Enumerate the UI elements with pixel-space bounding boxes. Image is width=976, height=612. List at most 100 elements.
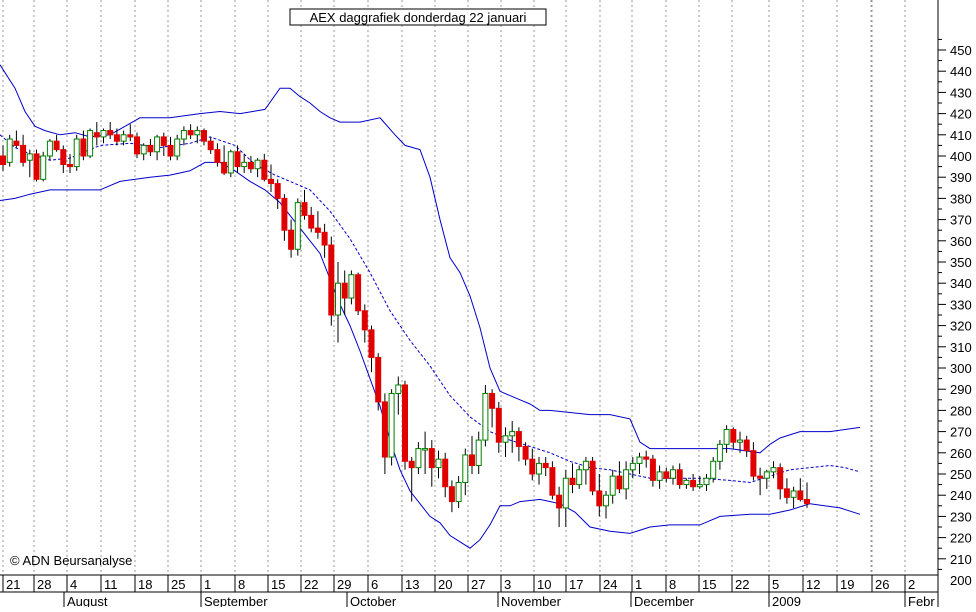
candle-body-down [643, 456, 650, 460]
candle [576, 465, 583, 489]
candle [348, 270, 355, 305]
candle-body-down [690, 479, 697, 488]
candle [556, 486, 563, 527]
y-tick-label: 300 [950, 361, 972, 376]
x-tick-label: 8 [669, 577, 676, 592]
candle [448, 480, 455, 513]
candle-body-down [529, 458, 536, 475]
candle-body-up [227, 151, 234, 174]
candle-body-down [167, 144, 174, 157]
candle-body-down [33, 153, 40, 180]
candle [804, 482, 810, 508]
candle [375, 353, 382, 411]
x-tick-label: 19 [840, 577, 854, 592]
candle [113, 128, 120, 146]
candle [107, 122, 114, 140]
candle-body-up [435, 458, 442, 469]
candle [402, 380, 408, 470]
candle [80, 130, 87, 161]
candle [435, 450, 442, 479]
candle-body-down [448, 486, 455, 503]
candle [408, 457, 415, 502]
candle-body-up [40, 155, 47, 180]
x-tick-label: 6 [371, 577, 378, 592]
x-tick-label: 20 [438, 577, 452, 592]
candle [690, 474, 697, 491]
x-tick-label: 22 [304, 577, 318, 592]
candle [442, 452, 449, 498]
candle-body-down [221, 161, 228, 174]
candle-body-down [783, 488, 790, 498]
candle-body-down [616, 475, 623, 490]
candle-body-down [127, 134, 134, 138]
title-box: AEX daggrafiek donderdag 22 januari [289, 8, 547, 26]
candle [495, 401, 502, 453]
x-tick-label: 11 [104, 577, 118, 592]
candle-body-up [509, 431, 516, 437]
candle-body-down [428, 448, 435, 469]
candle-body-down [281, 197, 288, 231]
x-tick-label: 5 [772, 577, 779, 592]
candle-body-up [462, 454, 469, 483]
candle [301, 189, 308, 220]
candle [174, 134, 181, 161]
candle [227, 149, 234, 178]
candle-body-up [154, 136, 161, 153]
candle [737, 431, 743, 453]
candle-body-down [160, 136, 167, 146]
candle-body-up [73, 138, 80, 168]
candle-body-down [80, 138, 87, 157]
candle [629, 457, 636, 479]
candle-body-up [790, 490, 797, 498]
x-tick-label: 4 [70, 577, 77, 592]
candle-body-up [723, 428, 730, 445]
candle [743, 435, 750, 458]
x-tick-label: 26 [875, 577, 889, 592]
y-tick-label: 330 [950, 297, 972, 312]
candle [763, 469, 770, 489]
candle [415, 442, 422, 474]
candle [623, 461, 630, 500]
month-label: December [634, 594, 695, 607]
candle [676, 463, 683, 489]
candle [247, 156, 254, 173]
y-tick-label: 370 [950, 213, 972, 228]
candle-body-down [207, 140, 214, 151]
y-tick-label: 310 [950, 340, 972, 355]
candle-body-down [797, 490, 804, 500]
month-label: November [501, 594, 562, 607]
candle-body-down [804, 498, 810, 505]
candle-body-up [6, 138, 13, 163]
y-tick-label: 450 [950, 43, 972, 58]
candle [656, 465, 663, 489]
candle-body-up [140, 144, 147, 155]
candle-body-up [26, 153, 33, 161]
candle [790, 486, 797, 508]
candle [67, 153, 73, 173]
candle [388, 389, 395, 466]
candle-body-up [348, 274, 355, 299]
candle-body-up [536, 462, 542, 475]
candle [100, 128, 107, 144]
candle [757, 467, 764, 496]
candle-body-up [670, 469, 676, 479]
candle [515, 427, 522, 462]
candle-body-up [502, 435, 509, 443]
candle-body-down [777, 467, 784, 490]
candle [167, 136, 174, 161]
candle [254, 158, 261, 178]
candle [703, 474, 710, 491]
candle [361, 304, 368, 343]
month-label: 2009 [772, 594, 801, 607]
upper-band-line [0, 64, 861, 454]
x-tick-label: 15 [271, 577, 285, 592]
x-tick-label: 1 [204, 577, 211, 592]
candle [321, 223, 328, 258]
y-tick-label: 390 [950, 170, 972, 185]
candle-body-up [241, 161, 248, 168]
candle [187, 124, 194, 140]
candle-body-down [13, 140, 20, 146]
candle-body-up [395, 384, 402, 394]
lower-band-line [0, 161, 861, 549]
